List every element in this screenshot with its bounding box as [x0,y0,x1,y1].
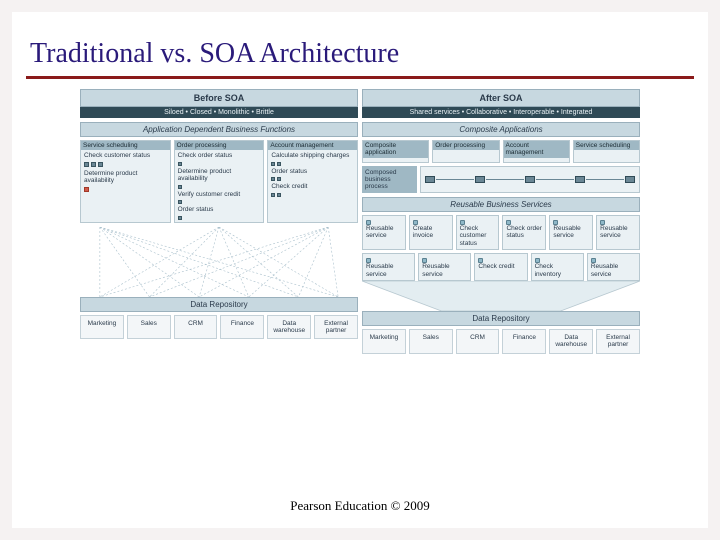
after-subheader: Shared services • Collaborative • Intero… [362,107,640,118]
before-repo-row: Marketing Sales CRM Finance Data warehou… [80,315,358,339]
function-item: Check order status [178,152,261,159]
function-item: Check credit [271,183,354,190]
service-cell: Check customer status [456,215,500,250]
slide-title: Traditional vs. SOA Architecture [12,12,708,76]
process-node [525,176,535,183]
after-header: After SOA [362,89,640,107]
service-cell: Reusable service [596,215,640,250]
function-item: Order status [271,168,354,175]
app-head: Account management [504,141,569,158]
service-text: Check credit [478,263,523,270]
before-section-label: Application Dependent Business Functions [80,122,358,137]
app-cell: Order processing [432,140,499,163]
dot-row [84,187,167,192]
process-node [625,176,635,183]
service-text: Reusable service [366,225,402,240]
process-node [425,176,435,183]
service-text: Reusable service [591,263,636,278]
function-head: Service scheduling [81,141,170,150]
function-item: Determine product availability [178,168,261,183]
function-item: Verify customer credit [178,191,261,198]
service-text: Create invoice [413,225,449,240]
app-cell: Composite application [362,140,429,163]
dot-row [271,177,354,181]
before-repo-label: Data Repository [80,297,358,312]
function-item: Check customer status [84,152,167,159]
services-label: Reusable Business Services [362,197,640,212]
before-subheader: Siloed • Closed • Monolithic • Brittle [80,107,358,118]
service-text: Reusable service [600,225,636,240]
app-head: Service scheduling [574,141,639,150]
repo-cell: External partner [596,329,640,353]
dot-row [178,216,261,220]
service-cell: Reusable service [362,253,415,281]
composite-apps-row: Composite application Order processing A… [362,140,640,163]
service-cell: Check credit [474,253,527,281]
service-cell: Reusable service [362,215,406,250]
repo-cell: External partner [314,315,358,339]
repo-cell: Finance [502,329,546,353]
before-header: Before SOA [80,89,358,107]
dot-row [178,162,261,166]
after-section-label: Composite Applications [362,122,640,137]
before-soa-column: Before SOA Siloed • Closed • Monolithic … [80,89,358,354]
service-cell: Reusable service [587,253,640,281]
function-item: Determine product availability [84,170,167,185]
function-head: Account management [268,141,357,150]
repo-cell: Marketing [362,329,406,353]
slide: Traditional vs. SOA Architecture Before … [12,12,708,528]
function-cell: Account management Calculate shipping ch… [267,140,358,223]
service-cell: Reusable service [418,253,471,281]
dot-row [178,200,261,204]
crossover-lines [80,227,358,297]
service-text: Check order status [506,225,542,240]
after-soa-column: After SOA Shared services • Collaborativ… [362,89,640,354]
composed-process-row: Composed business process [362,166,640,193]
app-head: Composite application [363,141,428,158]
service-text: Check inventory [535,263,580,278]
repo-cell: Finance [220,315,264,339]
repo-cell: Data warehouse [267,315,311,339]
services-row-2: Reusable service Reusable service Check … [362,253,640,281]
app-cell: Account management [503,140,570,163]
funnel-shape [362,281,640,311]
repo-cell: Marketing [80,315,124,339]
function-item: Calculate shipping charges [271,152,354,159]
service-text: Reusable service [422,263,467,278]
function-cell: Service scheduling Check customer status… [80,140,171,223]
service-text: Reusable service [553,225,589,240]
repo-cell: Sales [409,329,453,353]
app-head: Order processing [433,141,498,150]
service-text: Reusable service [366,263,411,278]
title-rule [26,76,694,79]
function-cell: Order processing Check order status Dete… [174,140,265,223]
comparison-figure: Before SOA Siloed • Closed • Monolithic … [80,89,640,354]
service-cell: Check order status [502,215,546,250]
service-cell: Reusable service [549,215,593,250]
before-function-row: Service scheduling Check customer status… [80,140,358,223]
process-node [575,176,585,183]
repo-cell: Data warehouse [549,329,593,353]
after-repo-label: Data Repository [362,311,640,326]
process-label: Composed business process [362,166,417,193]
function-item: Order status [178,206,261,213]
dot-row [84,162,167,167]
dot-row [178,185,261,189]
service-cell: Create invoice [409,215,453,250]
service-cell: Check inventory [531,253,584,281]
dot-row [271,162,354,166]
service-text: Check customer status [460,225,496,247]
app-cell: Service scheduling [573,140,640,163]
dot-row [271,193,354,197]
repo-cell: CRM [456,329,500,353]
after-repo-row: Marketing Sales CRM Finance Data warehou… [362,329,640,353]
process-node [475,176,485,183]
services-row-1: Reusable service Create invoice Check cu… [362,215,640,250]
footer-credit: Pearson Education © 2009 [12,498,708,514]
repo-cell: Sales [127,315,171,339]
process-chain [420,166,640,193]
function-head: Order processing [175,141,264,150]
repo-cell: CRM [174,315,218,339]
